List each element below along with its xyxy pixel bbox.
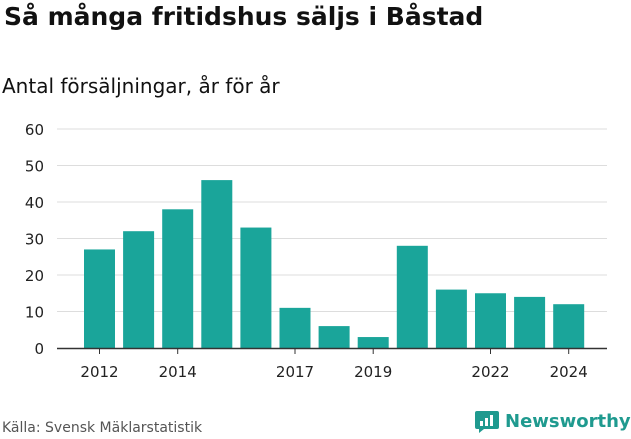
- brand-name: Newsworthy: [505, 410, 631, 432]
- bars: [84, 180, 585, 348]
- x-tick-label: 2014: [159, 363, 197, 381]
- y-tick-label: 0: [34, 340, 44, 358]
- bar: [162, 209, 194, 348]
- bar: [123, 231, 155, 348]
- bar: [84, 249, 115, 348]
- x-tick-label: 2017: [276, 363, 314, 381]
- bar: [318, 326, 350, 348]
- chart-subtitle: Antal försäljningar, år för år: [2, 74, 280, 98]
- bar: [435, 289, 467, 348]
- x-tick-label: 2024: [550, 363, 588, 381]
- axes: 0 10 20 30 40 50 60 2012 2014 2017 2019 2022 2024: [25, 121, 607, 381]
- y-tick-label: 40: [25, 194, 44, 212]
- brand-logo: Newsworthy: [474, 408, 631, 434]
- y-tick-label: 10: [25, 304, 44, 322]
- bar: [475, 293, 506, 348]
- chart-title: Så många fritidshus säljs i Båstad: [4, 2, 484, 31]
- bar: [553, 304, 585, 348]
- bar: [240, 227, 272, 348]
- bar: [396, 245, 428, 348]
- x-tick-label: 2019: [354, 363, 392, 381]
- x-tick-label: 2022: [471, 363, 509, 381]
- y-tick-label: 60: [25, 121, 44, 139]
- bar: [514, 296, 546, 348]
- source-note: Källa: Svensk Mäklarstatistik: [2, 420, 203, 436]
- newsworthy-logo-icon: [475, 411, 499, 433]
- bar: [357, 337, 389, 348]
- bar-chart: 0 10 20 30 40 50 60 2012 2014 2017 2019 2022 2024: [25, 121, 607, 381]
- bar: [279, 307, 311, 348]
- x-tick-label: 2012: [80, 363, 118, 381]
- bar: [201, 180, 233, 348]
- y-tick-label: 50: [25, 158, 44, 176]
- y-tick-label: 30: [25, 231, 44, 249]
- y-tick-label: 20: [25, 267, 44, 285]
